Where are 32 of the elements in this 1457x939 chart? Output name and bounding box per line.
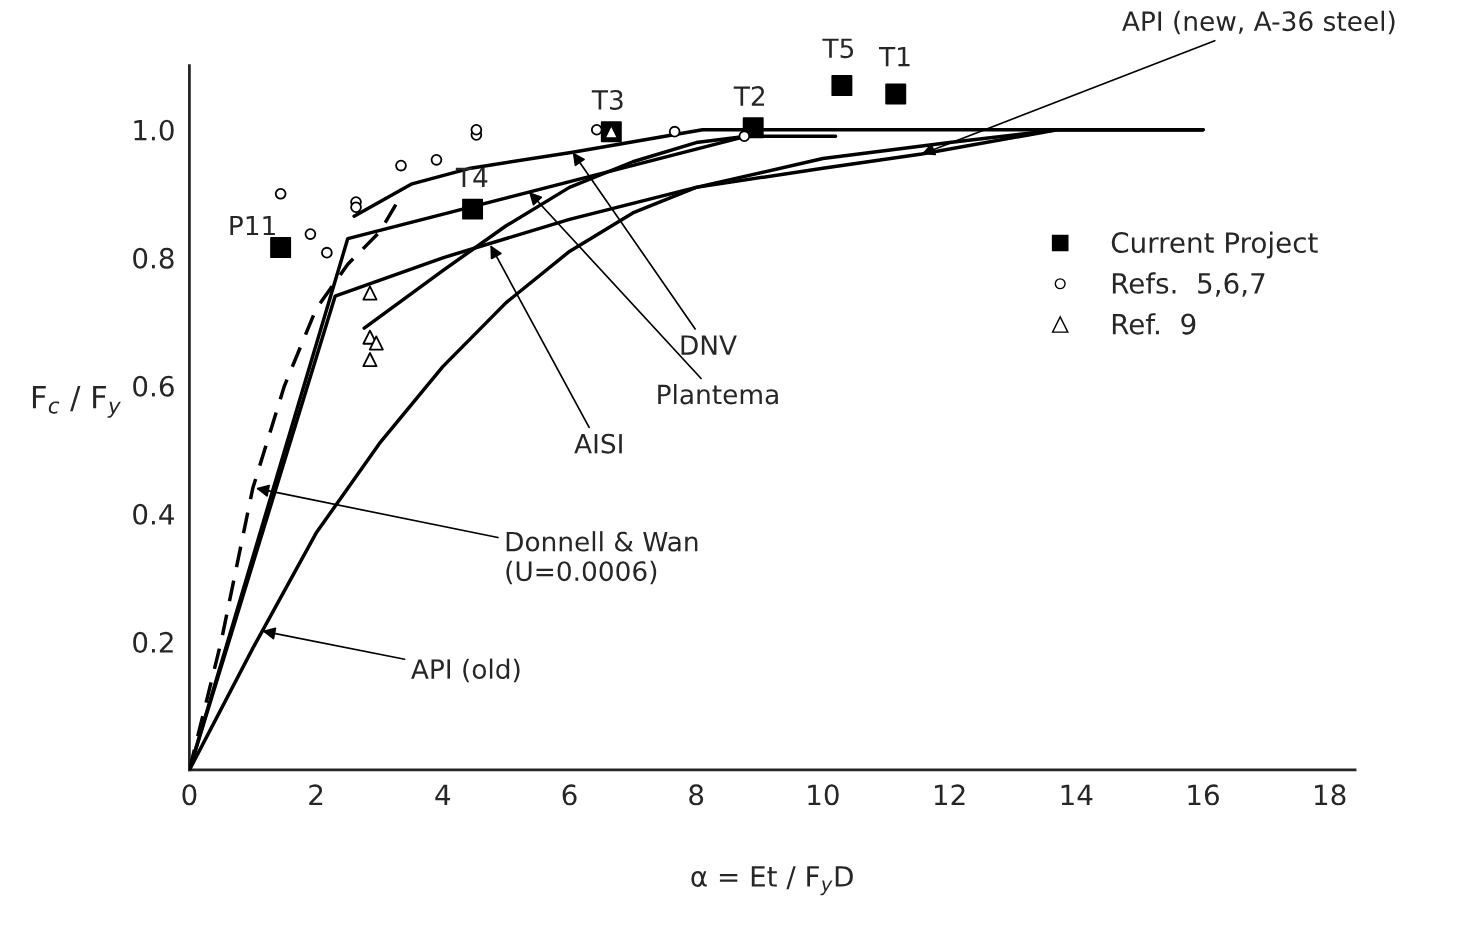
annotation: T3 (591, 89, 623, 110)
annotation: T5 (822, 38, 854, 59)
annotation: T1 (878, 46, 910, 67)
annotation: API (new, A-36 steel) (1122, 10, 1395, 35)
legend-label: Current Project (1111, 231, 1318, 259)
annotation: DNV (681, 335, 737, 355)
y-tick-label: 0.8 (133, 247, 174, 269)
x-tick-label: 16 (1188, 784, 1219, 806)
annotation: T4 (455, 167, 488, 187)
y-axis-title: F$_{c}$ / F$_{y}$ (32, 386, 121, 418)
x-tick-label: 18 (1315, 784, 1346, 806)
x-axis-title: α = Et / F$_{y}$D (691, 866, 853, 896)
legend-label: Refs. 5,6,7 (1112, 272, 1265, 297)
annotation: Donnell & Wan (U=0.0006) (506, 531, 698, 585)
x-tick-label: 6 (562, 784, 577, 806)
x-tick-label: 0 (182, 784, 197, 806)
x-tick-label: 10 (808, 784, 839, 806)
x-tick-label: 4 (435, 784, 451, 805)
x-tick-label: 14 (1061, 784, 1093, 805)
annotation: Plantema (658, 383, 778, 405)
legend-label: Ref. 9 (1112, 313, 1196, 335)
annotation: P11 (230, 215, 275, 236)
x-tick-label: 12 (934, 784, 965, 805)
y-tick-label: 0.6 (133, 375, 174, 397)
x-tick-label: 2 (309, 784, 323, 805)
y-tick-label: 0.2 (133, 631, 173, 653)
annotation: AISI (574, 433, 622, 454)
annotation: T2 (733, 86, 765, 106)
x-tick-label: 8 (689, 784, 704, 806)
annotation: API (old) (411, 658, 520, 683)
y-tick-label: 1.0 (134, 119, 174, 141)
y-tick-label: 0.4 (133, 503, 174, 525)
